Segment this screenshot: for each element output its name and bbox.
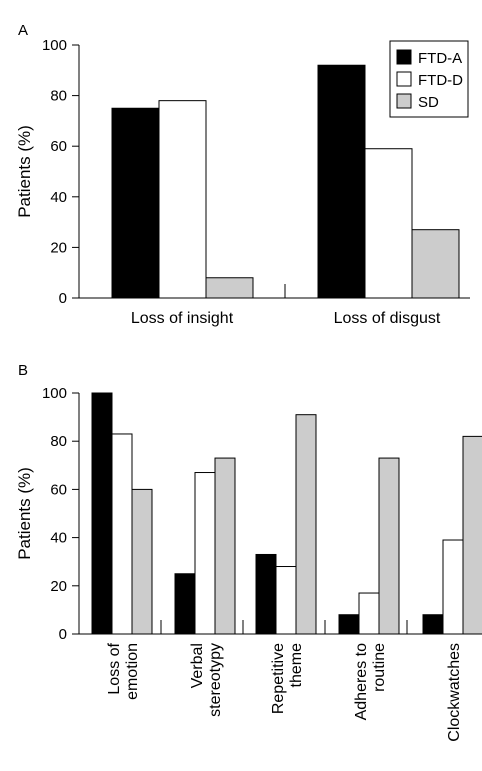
legend-swatch-ftd-d bbox=[396, 71, 412, 87]
chart-b-y-tick-label: 40 bbox=[50, 530, 67, 547]
legend-label-ftd-d: FTD-D bbox=[418, 72, 463, 89]
chart-a-y-tick-label: 100 bbox=[42, 37, 67, 54]
chart-b: 0 20 40 60 80 100 Patients (%) Loss of emotion Ve… bbox=[15, 385, 482, 742]
chart-b-bar-ftd-a bbox=[91, 392, 113, 635]
chart-a-bar-ftd-a bbox=[111, 107, 160, 299]
chart-a-bar-ftd-d bbox=[158, 100, 207, 299]
chart-b-bar-ftd-d bbox=[194, 472, 216, 635]
chart-a-y-tick-label: 60 bbox=[50, 138, 67, 155]
chart-b-category-label: Repetitive bbox=[270, 643, 287, 714]
chart-b-y-tick-label: 100 bbox=[42, 385, 67, 402]
chart-b-category-label: Verbal bbox=[189, 643, 206, 688]
chart-a-bar-ftd-d bbox=[364, 148, 413, 299]
chart-b-y-tick-label: 20 bbox=[50, 578, 67, 595]
chart-b-bar-ftd-a bbox=[174, 573, 196, 635]
chart-a: 0 20 40 60 80 100 Patients (%) Loss of insight L… bbox=[15, 37, 470, 327]
chart-a-y-axis-title: Patients (%) bbox=[15, 125, 34, 218]
chart-b-bar-sd bbox=[378, 457, 400, 635]
chart-b-category-label: Clockwatches bbox=[446, 643, 463, 742]
legend-swatch-ftd-a bbox=[396, 49, 412, 65]
legend-label-sd: SD bbox=[418, 94, 439, 111]
chart-b-bar-sd bbox=[462, 435, 482, 635]
panel-b-label: B bbox=[18, 362, 28, 379]
chart-a-category-label: Loss of insight bbox=[131, 310, 234, 327]
chart-b-y-tick-label: 80 bbox=[50, 433, 67, 450]
chart-b-category-label: stereotypy bbox=[207, 643, 224, 717]
chart-b-y-tick-label: 0 bbox=[59, 626, 67, 643]
chart-b-category-label: Loss of bbox=[106, 642, 123, 694]
chart-a-bar-sd bbox=[411, 229, 460, 299]
chart-b-bar-ftd-a bbox=[422, 614, 444, 635]
chart-a-bar-sd bbox=[205, 277, 254, 299]
chart-b-y-tick-label: 60 bbox=[50, 481, 67, 498]
chart-b-bar-ftd-a bbox=[338, 614, 360, 635]
chart-b-bar-ftd-d bbox=[275, 566, 297, 635]
chart-b-category-label: theme bbox=[288, 643, 305, 688]
chart-a-y-tick-label: 80 bbox=[50, 88, 67, 105]
chart-a-legend: FTD-A FTD-D SD bbox=[389, 40, 469, 118]
panel-a-label: A bbox=[18, 22, 28, 39]
chart-b-bar-ftd-d bbox=[111, 433, 133, 635]
chart-b-bar-ftd-a bbox=[255, 553, 277, 635]
chart-b-bar-sd bbox=[214, 457, 236, 635]
chart-b-y-axis-title: Patients (%) bbox=[15, 467, 34, 560]
chart-b-bar-sd bbox=[295, 414, 317, 635]
chart-a-category-label: Loss of disgust bbox=[334, 310, 441, 327]
chart-a-y-tick-label: 0 bbox=[59, 290, 67, 307]
chart-b-bar-ftd-d bbox=[358, 592, 380, 635]
chart-a-y-tick-label: 40 bbox=[50, 189, 67, 206]
chart-a-y-tick-label: 20 bbox=[50, 239, 67, 256]
chart-b-category-label: Adheres to bbox=[353, 643, 370, 720]
chart-b-bar-ftd-d bbox=[442, 539, 464, 635]
chart-a-bar-ftd-a bbox=[317, 64, 366, 299]
legend-swatch-sd bbox=[396, 93, 412, 109]
chart-b-bar-sd bbox=[131, 488, 153, 635]
chart-b-category-label: emotion bbox=[124, 643, 141, 700]
legend-label-ftd-a: FTD-A bbox=[418, 50, 462, 67]
chart-b-category-label: routine bbox=[371, 643, 388, 692]
